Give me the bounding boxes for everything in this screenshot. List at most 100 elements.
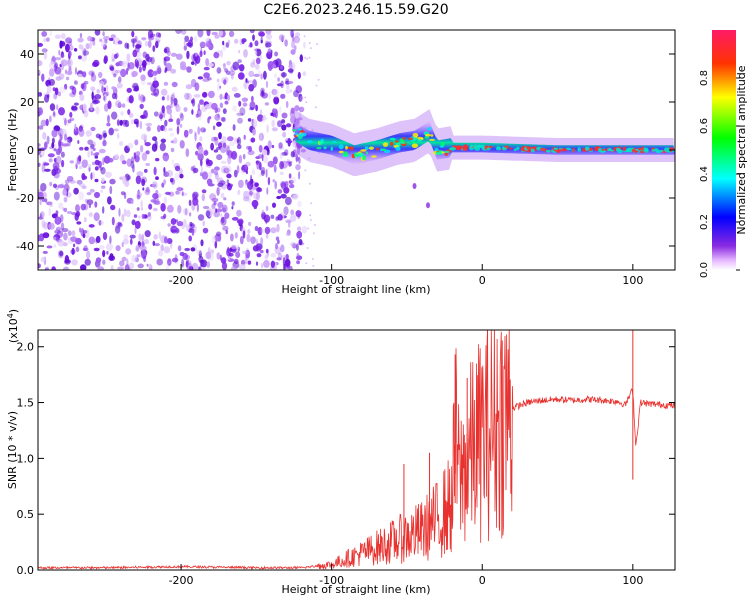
noise-point — [94, 30, 101, 36]
noise-point — [79, 32, 83, 39]
noise-point — [95, 235, 101, 244]
colorbar-label: Normalized spectral amplitude — [735, 65, 748, 234]
noise-point — [229, 141, 235, 147]
y-tick-label: 1.0 — [17, 452, 35, 465]
noise-point — [285, 196, 292, 206]
noise-point — [150, 56, 155, 65]
noise-point — [159, 111, 164, 116]
noise-point — [216, 78, 220, 83]
noise-point — [64, 259, 71, 265]
noise-point — [125, 209, 131, 218]
noise-point — [225, 229, 228, 235]
noise-point — [57, 184, 65, 189]
noise-point — [152, 193, 159, 200]
noise-point — [249, 42, 253, 48]
noise-point — [67, 119, 72, 124]
noise-point — [44, 198, 48, 203]
noise-point — [201, 193, 205, 202]
noise-point — [249, 191, 254, 196]
signal-hotspot — [577, 147, 581, 152]
noise-point — [180, 30, 187, 35]
noise-point — [265, 42, 272, 48]
noise-point — [73, 243, 76, 248]
noise-point — [216, 121, 222, 127]
noise-point — [271, 144, 275, 149]
noise-point — [298, 106, 305, 113]
noise-point — [195, 249, 202, 255]
noise-point — [109, 235, 112, 245]
noise-point — [285, 87, 291, 94]
noise-point — [280, 72, 287, 78]
noise-point — [250, 191, 253, 197]
noise-point — [132, 39, 135, 48]
noise-point — [134, 226, 137, 235]
noise-point — [228, 252, 234, 257]
noise-point — [138, 93, 141, 101]
noise-point — [42, 132, 47, 140]
noise-point — [230, 233, 234, 242]
noise-point — [239, 107, 246, 116]
noise-point — [145, 186, 150, 193]
noise-point — [77, 140, 80, 144]
noise-point — [266, 33, 272, 40]
colorbar-gradient — [712, 30, 736, 270]
noise-point — [286, 160, 293, 164]
signal-hotspot — [380, 148, 383, 152]
noise-point — [191, 262, 199, 270]
noise-point — [249, 30, 255, 34]
signal-hotspot — [342, 151, 348, 156]
signal-hotspot — [417, 138, 422, 142]
signal-hotspot — [469, 144, 473, 149]
noise-point — [174, 165, 181, 172]
noise-point — [219, 102, 224, 109]
noise-point — [276, 195, 282, 200]
noise-point — [236, 112, 244, 116]
noise-point — [201, 189, 207, 194]
noise-point — [94, 191, 100, 199]
noise-point — [186, 50, 190, 60]
noise-point — [184, 92, 190, 100]
noise-point — [108, 127, 114, 136]
noise-point — [102, 139, 107, 147]
noise-point — [80, 83, 85, 90]
noise-point — [244, 164, 248, 170]
noise-point — [218, 142, 223, 149]
noise-point — [117, 266, 125, 270]
noise-point — [308, 157, 311, 160]
noise-point — [115, 100, 122, 108]
noise-point — [188, 199, 192, 206]
noise-point — [159, 142, 166, 152]
noise-point — [193, 167, 199, 174]
signal-hotspot — [292, 129, 297, 132]
noise-point — [109, 66, 115, 71]
noise-point — [285, 100, 289, 109]
noise-point — [245, 179, 248, 185]
noise-point — [66, 210, 73, 215]
noise-point — [54, 62, 58, 69]
noise-point — [238, 49, 241, 54]
noise-point — [162, 152, 170, 162]
noise-point — [287, 68, 294, 73]
noise-point — [234, 38, 239, 44]
signal-hotspot — [560, 148, 567, 152]
noise-point — [101, 85, 104, 94]
noise-point — [134, 139, 139, 146]
noise-point — [164, 236, 168, 244]
noise-point — [81, 159, 88, 168]
noise-point — [139, 245, 147, 251]
signal-hotspot — [651, 149, 656, 152]
noise-point — [41, 48, 48, 53]
noise-point — [238, 64, 245, 72]
noise-point — [40, 182, 47, 192]
noise-point — [222, 63, 226, 67]
noise-point — [216, 146, 221, 151]
noise-point — [166, 238, 173, 244]
noise-point — [248, 145, 253, 152]
noise-point — [231, 244, 237, 250]
noise-point — [77, 73, 83, 78]
noise-point — [39, 199, 42, 206]
noise-point — [166, 107, 173, 115]
noise-point — [60, 59, 68, 67]
noise-point — [100, 177, 105, 183]
noise-point — [203, 50, 206, 55]
